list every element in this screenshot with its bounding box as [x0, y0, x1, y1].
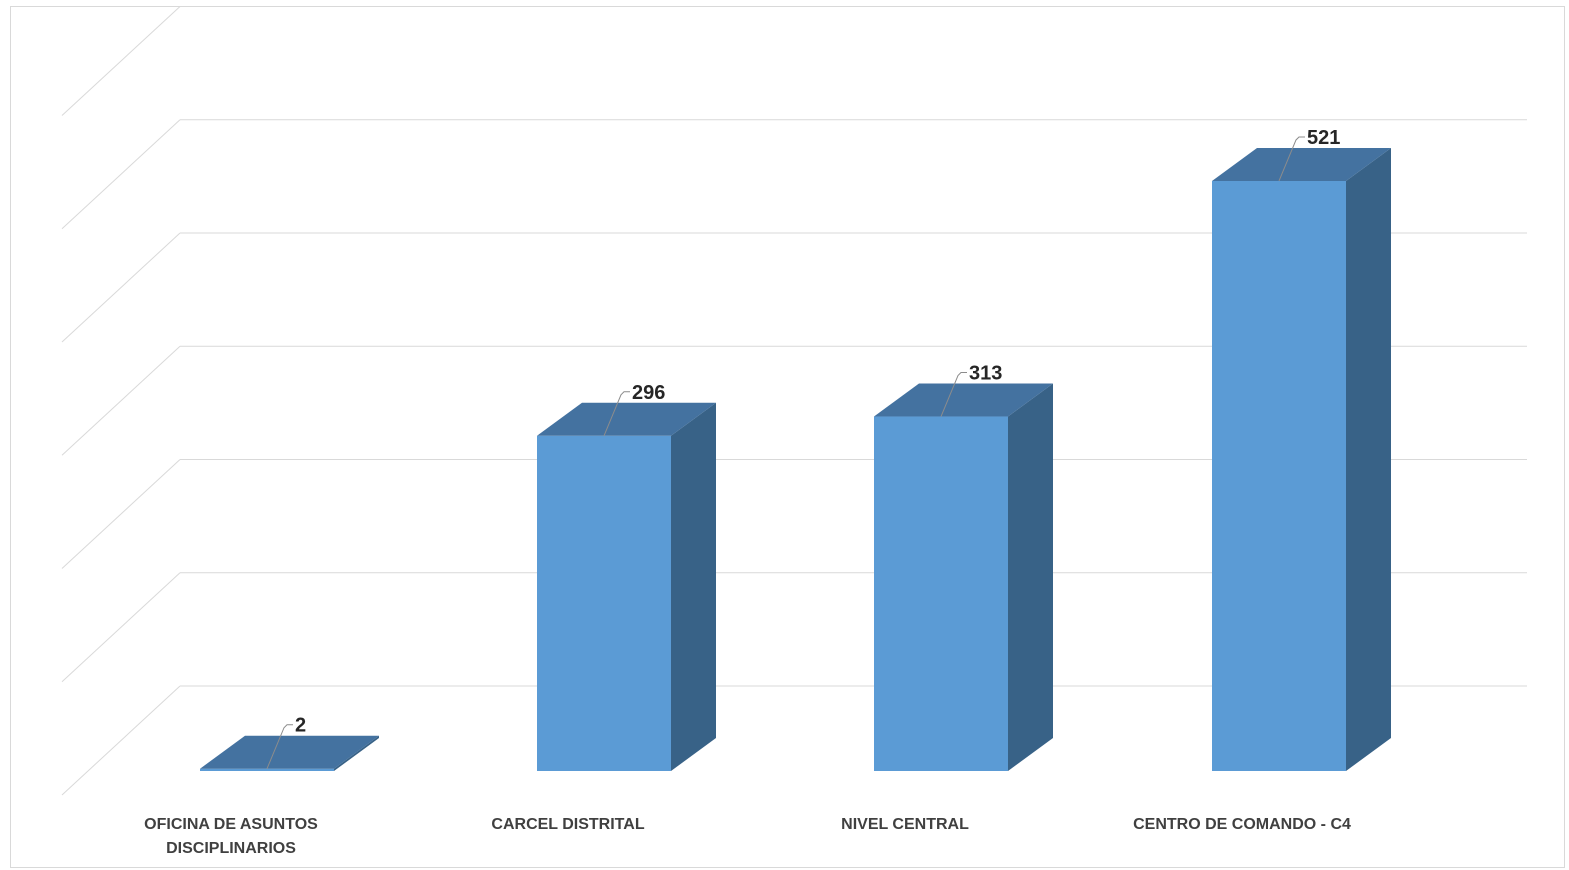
data-label: 521 — [1307, 127, 1340, 149]
bar-side-face — [671, 402, 716, 771]
data-label-leader — [266, 724, 293, 769]
bar — [200, 768, 334, 771]
category-label-nivel-central: NIVEL CENTRAL — [841, 816, 969, 833]
gridline-diagonal — [61, 459, 181, 569]
data-label: 313 — [969, 363, 1002, 385]
bar-top-face — [874, 383, 1053, 417]
data-label: 296 — [632, 382, 665, 404]
gridline-diagonal — [61, 6, 181, 116]
bar-side-face — [1008, 383, 1053, 771]
bar — [537, 435, 671, 771]
bar-side-face — [1346, 147, 1391, 771]
category-label-carcel: CARCEL DISTRITAL — [491, 816, 645, 833]
gridline-diagonal — [61, 345, 181, 456]
data-label-leader — [603, 391, 630, 436]
data-label-leader — [1278, 136, 1305, 182]
bar — [1212, 180, 1346, 771]
bar-top-face — [1212, 147, 1391, 181]
data-label: 2 — [295, 715, 306, 737]
bar-side-face — [334, 735, 379, 771]
bar-top-face — [200, 735, 379, 769]
category-label-oficina: OFICINA DE ASUNTOS DISCIPLINARIOS — [144, 816, 318, 857]
category-label-centro-comando: CENTRO DE COMANDO - C4 — [1133, 816, 1351, 833]
gridline-diagonal — [61, 685, 181, 796]
gridline-diagonal — [61, 232, 181, 343]
gridline-diagonal — [61, 572, 181, 683]
data-label-leader — [940, 372, 967, 417]
bar-top-face — [537, 402, 716, 436]
bar — [874, 416, 1008, 771]
gridline-diagonal — [61, 119, 181, 230]
